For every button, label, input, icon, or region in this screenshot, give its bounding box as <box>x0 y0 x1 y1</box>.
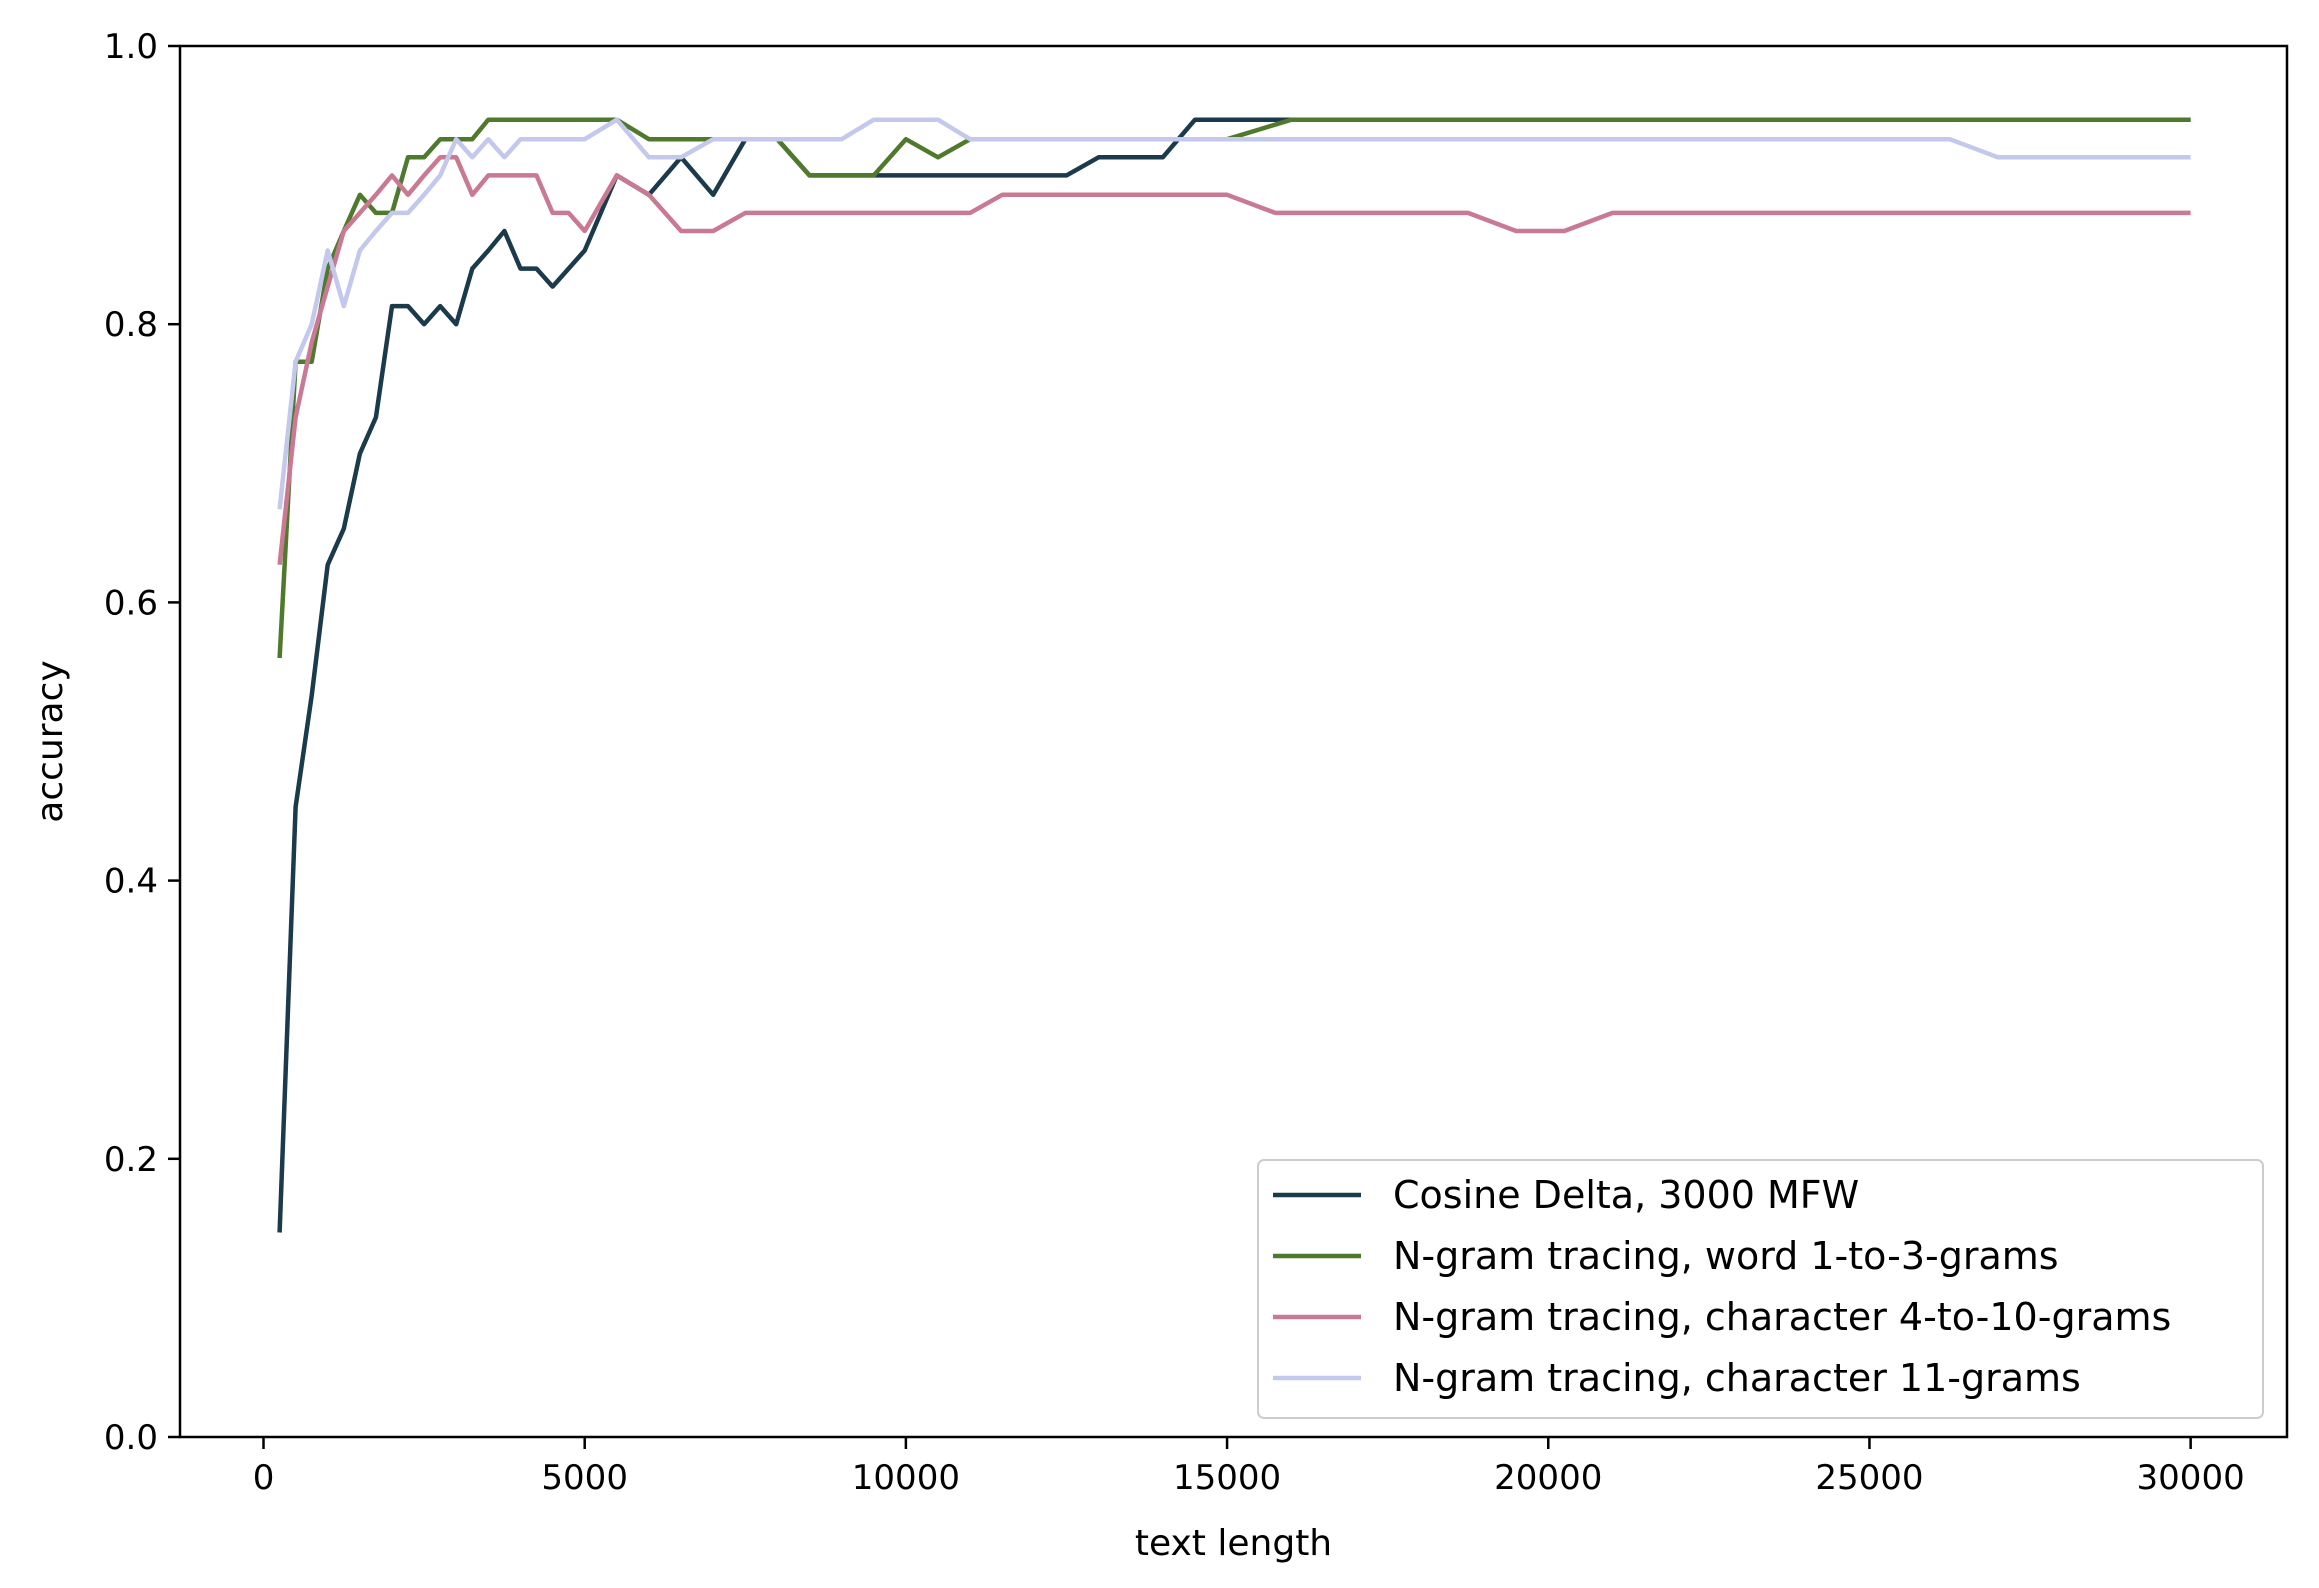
legend-label-4: N-gram tracing, character 11-grams <box>1393 1356 2081 1400</box>
legend-label-2: N-gram tracing, word 1-to-3-grams <box>1393 1234 2059 1278</box>
legend: Cosine Delta, 3000 MFW N-gram tracing, wo… <box>1257 1159 2264 1419</box>
series-line-2 <box>277 117 2191 659</box>
y-axis-label: accuracy <box>30 660 71 822</box>
x-axis-ticks: 0 5000 10000 15000 20000 25000 30000 <box>253 1437 2245 1498</box>
x-tick-label: 0 <box>253 1458 275 1498</box>
series-line-1 <box>277 117 2191 1233</box>
x-tick-label: 5000 <box>541 1458 628 1498</box>
x-tick-label: 15000 <box>1173 1458 1281 1498</box>
y-tick-label: 1.0 <box>104 27 158 67</box>
series-line-3 <box>277 155 2191 566</box>
x-tick-label: 30000 <box>2137 1458 2245 1498</box>
y-tick-label: 0.0 <box>104 1418 158 1458</box>
y-axis-ticks: 0.0 0.2 0.4 0.6 0.8 1.0 <box>104 27 180 1458</box>
legend-label-3: N-gram tracing, character 4-to-10-grams <box>1393 1295 2171 1339</box>
y-tick-label: 0.2 <box>104 1140 158 1180</box>
x-tick-label: 25000 <box>1815 1458 1923 1498</box>
x-tick-label: 20000 <box>1494 1458 1602 1498</box>
legend-label-1: Cosine Delta, 3000 MFW <box>1393 1173 1859 1217</box>
x-axis-label: text length <box>1135 1523 1332 1564</box>
series-line-4 <box>277 117 2191 510</box>
y-tick-label: 0.4 <box>104 862 158 902</box>
plot-frame <box>178 44 2289 1439</box>
y-tick-label: 0.6 <box>104 583 158 623</box>
y-tick-label: 0.8 <box>104 305 158 345</box>
x-tick-label: 10000 <box>852 1458 960 1498</box>
legend-box <box>1257 1159 2264 1419</box>
plot-lines <box>277 117 2191 1233</box>
